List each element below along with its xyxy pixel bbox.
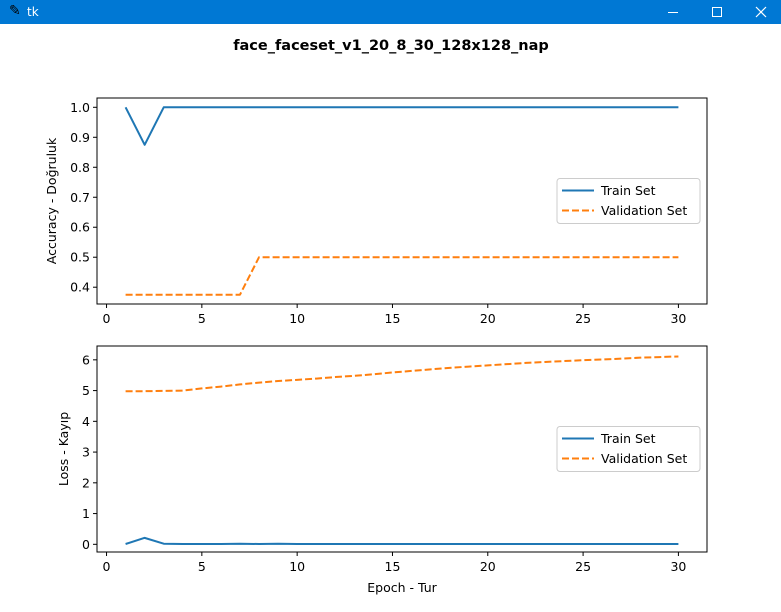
accuracy-axes-frame: [96, 97, 708, 305]
accuracy-x-tick-label: 10: [289, 311, 305, 326]
loss-x-tick-label: 10: [289, 559, 305, 574]
accuracy-x-tick-label: 0: [103, 311, 111, 326]
accuracy-x-tick-label: 25: [575, 311, 591, 326]
loss-x-tick-label: 5: [198, 559, 206, 574]
loss-x-tick-label: 15: [385, 559, 401, 574]
accuracy-y-axis-label: Accuracy - Doğruluk: [44, 137, 59, 264]
loss-x-tick-label: 30: [670, 559, 686, 574]
loss-y-tick-label: 4: [82, 414, 90, 429]
minimize-icon: [668, 12, 678, 13]
loss-y-axis-label: Loss - Kayıp: [56, 412, 71, 486]
loss-axes-frame: [96, 345, 708, 553]
accuracy-series-train: [124, 106, 679, 146]
loss-y-tick-label: 1: [82, 506, 90, 521]
accuracy-legend-label: Train Set: [600, 183, 656, 198]
loss-x-axis-label: Epoch - Tur: [367, 580, 437, 595]
loss-y-tick-label: 3: [82, 445, 90, 460]
maximize-icon: [712, 7, 722, 17]
accuracy-legend-label: Validation Set: [601, 203, 687, 218]
accuracy-y-tick-label: 0.5: [70, 250, 90, 265]
loss-legend-label: Train Set: [600, 431, 656, 446]
loss-x-tick-label: 0: [103, 559, 111, 574]
accuracy-subplot: 0 5 10 15 20 25 30 0.4 0.5 0.6 0.7 0.8 0.9 1.0 Accurac…: [44, 97, 708, 326]
close-button[interactable]: [738, 0, 781, 24]
accuracy-x-tick-label: 5: [198, 311, 206, 326]
accuracy-y-tick-label: 0.8: [70, 160, 90, 175]
figure-title: face_faceset_v1_20_8_30_128x128_nap: [233, 38, 549, 54]
accuracy-y-tick-label: 0.4: [70, 280, 90, 295]
close-icon: [755, 6, 767, 18]
loss-series-validation: [125, 355, 679, 393]
accuracy-y-tick-label: 0.7: [70, 190, 90, 205]
maximize-button[interactable]: [694, 0, 740, 24]
accuracy-y-tick-label: 0.6: [70, 220, 90, 235]
loss-series-train: [125, 536, 679, 546]
minimize-button[interactable]: [650, 0, 696, 24]
accuracy-x-tick-label: 15: [385, 311, 401, 326]
loss-legend-label: Validation Set: [601, 451, 687, 466]
window-titlebar: ✎ tk: [0, 0, 781, 24]
feather-icon: ✎: [9, 3, 21, 19]
accuracy-y-tick-label: 1.0: [70, 100, 90, 115]
loss-x-tick-label: 20: [480, 559, 496, 574]
loss-y-tick-label: 5: [82, 383, 90, 398]
loss-legend: Train Set Validation Set: [556, 426, 701, 472]
loss-subplot: 0 5 10 15 20 25 30 0 1 2 3 4 5 6 Loss - Kayıp Epoch - T…: [56, 345, 708, 595]
accuracy-x-tick-label: 30: [670, 311, 686, 326]
accuracy-y-tick-label: 0.9: [70, 130, 90, 145]
window-title: tk: [27, 5, 39, 19]
accuracy-legend: Train Set Validation Set: [556, 178, 701, 224]
loss-y-tick-label: 6: [82, 352, 90, 367]
loss-y-tick-label: 2: [82, 475, 90, 490]
figure-canvas: face_faceset_v1_20_8_30_128x128_nap 0 5 10…: [44, 38, 708, 595]
accuracy-x-tick-label: 20: [480, 311, 496, 326]
accuracy-series-validation: [125, 256, 679, 296]
loss-y-tick-label: 0: [82, 537, 90, 552]
loss-x-tick-label: 25: [575, 559, 591, 574]
